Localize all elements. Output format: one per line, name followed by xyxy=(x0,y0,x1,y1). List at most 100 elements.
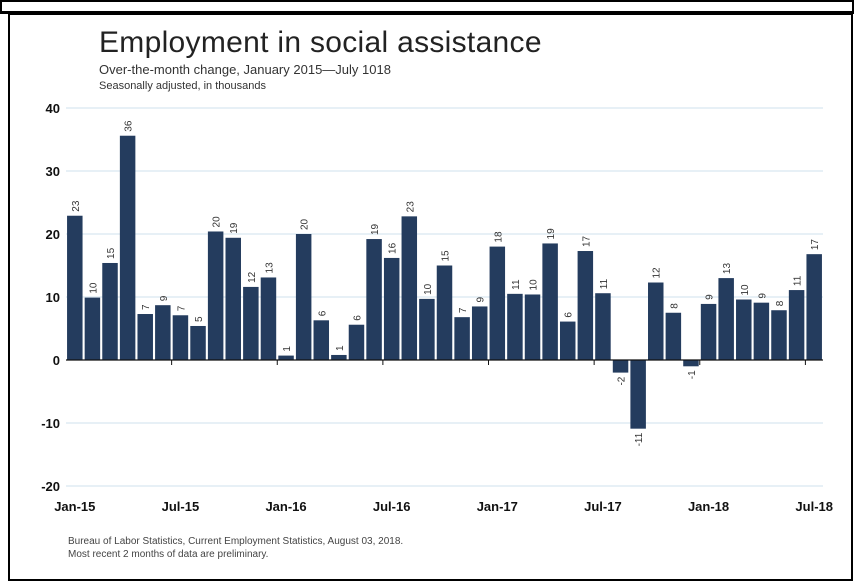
x-tick-label: Jul-17 xyxy=(584,499,622,514)
data-label: 11 xyxy=(599,278,610,289)
chart-subtitle: Over-the-month change, January 2015—July… xyxy=(99,62,391,77)
data-label: -1 xyxy=(687,370,698,379)
bar xyxy=(630,360,646,429)
data-label: 11 xyxy=(511,279,522,290)
data-label: 10 xyxy=(423,283,434,295)
data-label: 12 xyxy=(247,271,258,283)
bar xyxy=(119,135,136,360)
window-frame-top xyxy=(0,0,854,14)
bar xyxy=(489,246,506,360)
bar xyxy=(700,303,717,360)
data-label: 6 xyxy=(317,310,328,316)
bar xyxy=(172,315,189,360)
data-label: 10 xyxy=(88,282,99,294)
bar xyxy=(102,262,118,360)
y-tick-label: 30 xyxy=(46,164,60,179)
bar xyxy=(595,293,611,360)
bar xyxy=(67,215,83,360)
bar xyxy=(665,312,682,360)
source-note: Bureau of Labor Statistics, Current Empl… xyxy=(68,536,404,547)
bar xyxy=(542,243,558,360)
units-note: Seasonally adjusted, in thousands xyxy=(99,80,266,92)
bar xyxy=(366,239,382,360)
data-label: 9 xyxy=(757,293,768,299)
data-label: 19 xyxy=(546,228,557,240)
bar xyxy=(260,277,277,360)
data-label: 19 xyxy=(229,222,240,234)
data-label: 20 xyxy=(212,216,223,228)
data-label: 9 xyxy=(705,294,716,300)
bar xyxy=(524,294,541,360)
data-label: 6 xyxy=(564,312,575,318)
bar xyxy=(471,306,488,360)
bar xyxy=(454,317,470,360)
data-label: 20 xyxy=(300,218,311,230)
bar xyxy=(718,278,734,360)
y-tick-label: 10 xyxy=(46,290,60,305)
data-label: 9 xyxy=(159,295,170,301)
data-label: 18 xyxy=(493,231,504,243)
data-label: 10 xyxy=(529,279,540,291)
data-label: -11 xyxy=(634,432,645,446)
bar xyxy=(84,297,101,360)
data-label: 17 xyxy=(581,235,592,247)
data-label: 11 xyxy=(793,275,804,286)
bar xyxy=(612,360,629,373)
preliminary-note: Most recent 2 months of data are prelimi… xyxy=(68,549,269,560)
data-label: 19 xyxy=(370,223,381,235)
bar xyxy=(559,321,576,360)
data-label: 36 xyxy=(124,120,135,132)
data-label: 12 xyxy=(652,267,663,279)
bar xyxy=(401,216,418,360)
data-label: 15 xyxy=(441,250,452,262)
data-label: 17 xyxy=(810,239,821,251)
y-tick-label: -10 xyxy=(41,416,60,431)
bar xyxy=(225,237,241,360)
x-tick-label: Jul-16 xyxy=(373,499,411,514)
data-label: 1 xyxy=(335,345,346,351)
data-label: 15 xyxy=(106,247,117,259)
bar xyxy=(736,299,752,360)
bar xyxy=(155,305,171,360)
data-label: 7 xyxy=(176,305,187,311)
chart-title: Employment in social assistance xyxy=(99,26,542,59)
bar xyxy=(295,234,312,360)
data-label: 8 xyxy=(775,300,786,306)
data-label: 10 xyxy=(740,284,751,296)
data-label: 6 xyxy=(352,315,363,321)
bar xyxy=(331,354,347,360)
x-tick-label: Jan-16 xyxy=(265,499,306,514)
bar xyxy=(243,286,259,360)
bar xyxy=(753,302,770,360)
data-label: 13 xyxy=(264,262,275,274)
bar xyxy=(278,355,294,360)
x-tick-label: Jan-18 xyxy=(688,499,729,514)
data-label: -2 xyxy=(617,376,628,385)
data-label: 7 xyxy=(141,304,152,310)
data-label: 7 xyxy=(458,307,469,313)
bar xyxy=(313,320,330,360)
y-tick-label: 20 xyxy=(46,227,60,242)
data-label: 1 xyxy=(282,346,293,352)
data-label: 23 xyxy=(405,201,416,213)
bar xyxy=(436,265,453,360)
bar xyxy=(771,310,787,360)
x-tick-label: Jan-17 xyxy=(477,499,518,514)
data-label: 23 xyxy=(71,200,82,212)
y-tick-label: 40 xyxy=(46,101,60,116)
bar xyxy=(577,251,594,360)
x-tick-label: Jan-15 xyxy=(54,499,95,514)
bar xyxy=(788,290,805,360)
data-label: 16 xyxy=(388,242,399,254)
y-tick-label: -20 xyxy=(41,479,60,494)
x-tick-label: Jul-18 xyxy=(795,499,833,514)
data-label: 8 xyxy=(669,303,680,309)
data-label: 9 xyxy=(476,296,487,302)
bar xyxy=(419,298,435,360)
data-label: 13 xyxy=(722,263,733,275)
bar xyxy=(190,325,206,360)
y-tick-label: 0 xyxy=(53,353,60,368)
bar xyxy=(207,231,224,360)
bar xyxy=(383,257,400,360)
